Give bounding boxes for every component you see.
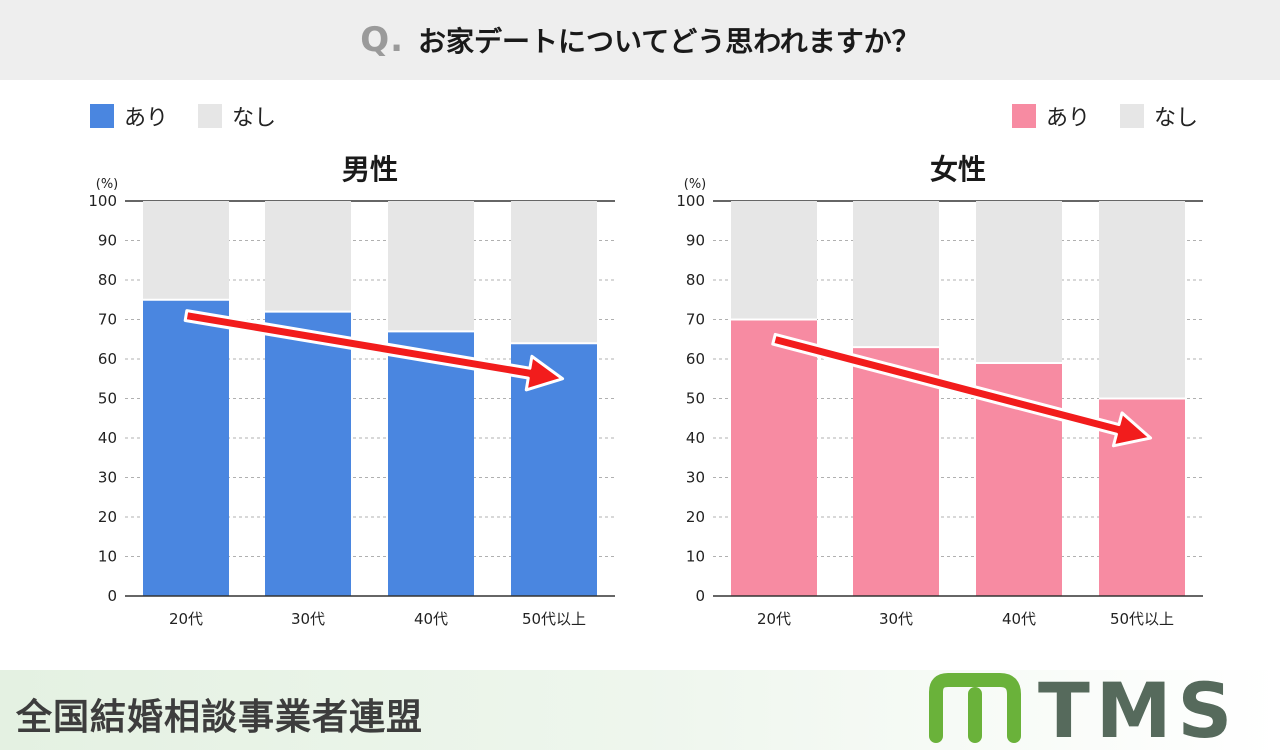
- legend-label-yes: あり: [1046, 106, 1091, 131]
- legend-label-yes: あり: [124, 106, 169, 131]
- y-tick-label: 80: [98, 271, 117, 289]
- x-tick-label: 40代: [1002, 610, 1036, 628]
- y-tick-label: 50: [98, 390, 117, 408]
- x-tick-label: 20代: [757, 610, 791, 628]
- x-tick-label: 50代以上: [522, 610, 586, 628]
- x-tick-label: 30代: [879, 610, 913, 628]
- legend-male: あり なし: [90, 100, 276, 132]
- x-tick-label: 50代以上: [1110, 610, 1174, 628]
- y-tick-label: 10: [686, 548, 705, 566]
- question-text: お家デートについてどう思われますか？: [418, 25, 920, 58]
- y-tick-label: 50: [686, 390, 705, 408]
- male-chart: 男性 (%) 0 10 20 30 40 50 60 70 80 90 100 20代 30代 40代 50代以…: [88, 153, 615, 628]
- bar-yes: [388, 331, 474, 596]
- legend-swatch-no: [1120, 104, 1145, 128]
- legend-item-yes: あり: [90, 100, 168, 132]
- x-tick-label: 20代: [169, 610, 203, 628]
- y-tick-label: 100: [676, 192, 705, 210]
- y-axis-unit: (%): [684, 177, 707, 192]
- legend-label-no: なし: [1154, 106, 1199, 131]
- x-tick-label: 40代: [414, 610, 448, 628]
- y-tick-label: 60: [686, 350, 705, 368]
- chart-title: 男性: [342, 153, 398, 186]
- tms-logo-mark-icon: [929, 673, 1021, 743]
- bar-no: [1099, 201, 1185, 399]
- legend-item-no: なし: [198, 100, 276, 132]
- legend-female: あり なし: [1012, 100, 1198, 132]
- y-tick-label: 60: [98, 350, 117, 368]
- bar-no: [853, 201, 939, 348]
- tms-logo-text: TMS: [1038, 666, 1239, 755]
- female-chart: 女性 (%) 0 10 20 30 40 50 60 70 80 90 100 20代 30代 40代 50代以…: [676, 153, 1203, 628]
- y-tick-label: 90: [98, 232, 117, 250]
- y-axis-unit: (%): [96, 177, 119, 192]
- tms-logo: TMS: [928, 666, 1268, 755]
- legend-label-no: なし: [232, 106, 277, 131]
- bar-no: [731, 201, 817, 320]
- bar-no: [976, 201, 1062, 363]
- y-tick-label: 90: [686, 232, 705, 250]
- y-tick-label: 30: [98, 469, 117, 487]
- organization-name: 全国結婚相談事業者連盟: [16, 697, 424, 738]
- bar-no: [388, 201, 474, 332]
- question-mark: Q.: [360, 20, 405, 60]
- question-banner: Q. お家デートについてどう思われますか？: [0, 0, 1280, 80]
- bar-no: [511, 201, 597, 344]
- x-tick-label: 30代: [291, 610, 325, 628]
- y-tick-label: 70: [686, 311, 705, 329]
- chart-title: 女性: [930, 153, 986, 186]
- trend-arrow: [771, 332, 1153, 448]
- bar-no: [265, 201, 351, 312]
- y-tick-label: 30: [686, 469, 705, 487]
- bar-yes: [143, 299, 229, 596]
- legend-swatch-no: [198, 104, 223, 128]
- y-tick-label: 40: [686, 429, 705, 447]
- y-tick-label: 0: [107, 587, 117, 605]
- legend-item-yes: あり: [1012, 100, 1090, 132]
- y-tick-label: 20: [98, 508, 117, 526]
- legend-item-no: なし: [1120, 100, 1198, 132]
- y-tick-label: 20: [686, 508, 705, 526]
- legend-swatch-yes: [1012, 104, 1036, 128]
- bar-no: [143, 201, 229, 300]
- trend-arrow: [183, 309, 565, 392]
- y-tick-label: 80: [686, 271, 705, 289]
- y-tick-label: 70: [98, 311, 117, 329]
- y-tick-label: 40: [98, 429, 117, 447]
- y-tick-label: 10: [98, 548, 117, 566]
- bar-yes: [731, 319, 817, 596]
- y-tick-label: 100: [88, 192, 117, 210]
- legend-swatch-yes: [90, 104, 114, 128]
- bar-yes: [265, 311, 351, 596]
- bar-yes: [853, 347, 939, 596]
- footer: 全国結婚相談事業者連盟 TMS: [0, 666, 1280, 755]
- bar-yes: [511, 343, 597, 596]
- y-tick-label: 0: [695, 587, 705, 605]
